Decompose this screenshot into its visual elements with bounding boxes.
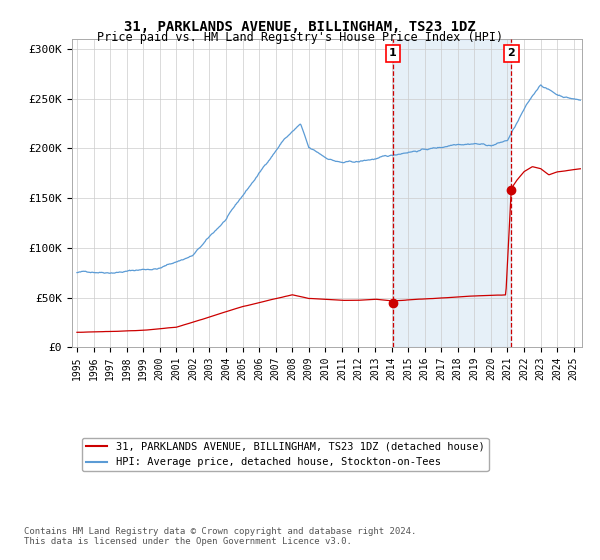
Text: Contains HM Land Registry data © Crown copyright and database right 2024.
This d: Contains HM Land Registry data © Crown c… <box>24 526 416 546</box>
Legend: 31, PARKLANDS AVENUE, BILLINGHAM, TS23 1DZ (detached house), HPI: Average price,: 31, PARKLANDS AVENUE, BILLINGHAM, TS23 1… <box>82 438 488 472</box>
Text: 1: 1 <box>389 48 397 58</box>
Text: 31, PARKLANDS AVENUE, BILLINGHAM, TS23 1DZ: 31, PARKLANDS AVENUE, BILLINGHAM, TS23 1… <box>124 20 476 34</box>
Text: 2: 2 <box>508 48 515 58</box>
Bar <box>393 39 511 347</box>
Text: Price paid vs. HM Land Registry's House Price Index (HPI): Price paid vs. HM Land Registry's House … <box>97 31 503 44</box>
